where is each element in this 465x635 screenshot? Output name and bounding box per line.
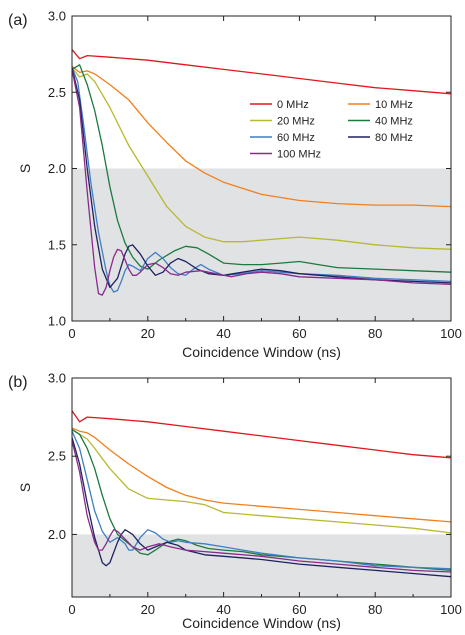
series-line-20-mhz: [72, 67, 451, 250]
series-line-100-mhz: [72, 69, 451, 296]
x-tick-label: 40: [216, 326, 230, 341]
legend-label-20-mhz: 20 MHz: [277, 116, 315, 128]
legend-label-40-mhz: 40 MHz: [375, 116, 413, 128]
panel-label: (b): [8, 374, 28, 391]
y-tick-label: 2.5: [48, 85, 66, 100]
series-line-20-mhz: [72, 429, 451, 534]
x-tick-label: 0: [68, 326, 75, 341]
series-line-80-mhz: [72, 437, 451, 578]
series-line-10-mhz: [72, 427, 451, 523]
panel-a: 0 20 40 60 80 100 1.0 1.5 2.0 2.5 3.0 Coincidence W…: [8, 9, 462, 361]
y-tick-label: 1.5: [48, 237, 66, 252]
legend-label-100-mhz: 100 MHz: [277, 149, 321, 161]
series-line-40-mhz: [72, 64, 451, 273]
y-tick-label: 2.0: [48, 161, 66, 176]
series-group: [72, 49, 451, 296]
x-tick-label: 60: [292, 602, 306, 617]
y-axis-title: S: [17, 483, 33, 492]
x-tick-label: 0: [68, 602, 75, 617]
x-tick-label: 100: [440, 326, 462, 341]
x-axis-title: Coincidence Window (ns): [182, 615, 341, 631]
y-tick-label: 3.0: [48, 371, 66, 386]
x-tick-label: 100: [440, 602, 462, 617]
series-line-0-mhz: [72, 410, 451, 459]
legend-label-60-mhz: 60 MHz: [277, 132, 315, 144]
series-line-100-mhz: [72, 440, 451, 573]
series-line-60-mhz: [72, 430, 451, 570]
series-line-80-mhz: [72, 67, 451, 289]
x-tick-label: 80: [368, 326, 382, 341]
panel-label: (a): [8, 12, 28, 29]
y-tick-label: 1.0: [48, 314, 66, 329]
x-tick-label: 60: [292, 326, 306, 341]
legend: 0 MHz 10 MHz 20 MHz 40 MHz 60 MHz 80 MHz 100 M…: [250, 99, 413, 161]
x-axis-title: Coincidence Window (ns): [182, 344, 341, 360]
y-tick-label: 3.0: [48, 9, 66, 24]
y-tick-label: 2.5: [48, 449, 66, 464]
x-tick-label: 20: [141, 602, 155, 617]
legend-label-0-mhz: 0 MHz: [277, 99, 309, 111]
legend-label-10-mhz: 10 MHz: [375, 99, 413, 111]
legend-label-80-mhz: 80 MHz: [375, 132, 413, 144]
series-line-0-mhz: [72, 49, 451, 95]
y-axis-title: S: [17, 164, 33, 173]
x-tick-label: 80: [368, 602, 382, 617]
x-tick-label: 20: [141, 326, 155, 341]
series-line-60-mhz: [72, 67, 451, 293]
panel-b: 0 20 40 60 80 100 2.0 2.5 3.0 Coincidence Window …: [8, 371, 462, 632]
x-tick-label: 40: [216, 602, 230, 617]
y-tick-label: 2.0: [48, 527, 66, 542]
series-group: [72, 410, 451, 578]
series-line-10-mhz: [72, 65, 451, 208]
shaded-region: [72, 168, 451, 321]
